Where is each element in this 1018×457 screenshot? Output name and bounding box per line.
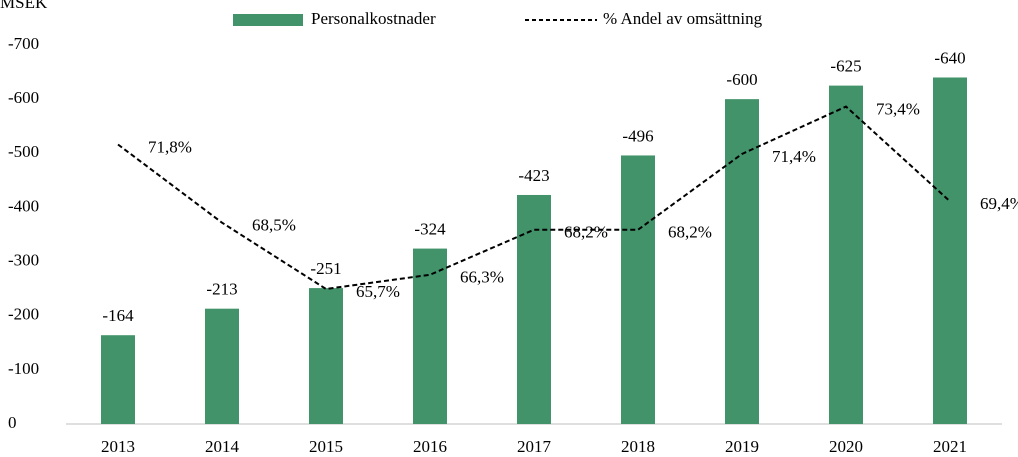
line-value-label: 66,3% <box>460 268 504 287</box>
bar-value-label: -164 <box>102 306 134 325</box>
line-value-label: 68,2% <box>564 223 608 242</box>
x-tick-label: 2013 <box>101 437 135 456</box>
y-tick-label: -700 <box>8 34 39 53</box>
x-tick-label: 2016 <box>413 437 447 456</box>
bar <box>205 308 239 424</box>
legend-swatch <box>233 14 303 26</box>
y-tick-label: -500 <box>8 142 39 161</box>
x-tick-label: 2017 <box>517 437 552 456</box>
y-tick-label: -100 <box>8 359 39 378</box>
bar-value-label: -324 <box>414 219 446 238</box>
bar <box>309 288 343 424</box>
y-tick-label: -300 <box>8 250 39 269</box>
line-value-label: 68,5% <box>252 216 296 235</box>
bar-value-label: -423 <box>518 166 549 185</box>
bar <box>829 85 863 424</box>
y-tick-label: -400 <box>8 196 39 215</box>
y-axis-label: MSEK <box>0 0 48 12</box>
bar <box>621 155 655 425</box>
x-tick-label: 2020 <box>829 437 863 456</box>
line-value-label: 71,4% <box>772 147 816 166</box>
x-tick-label: 2019 <box>725 437 759 456</box>
bar <box>517 194 551 424</box>
line-value-label: 68,2% <box>668 223 712 242</box>
legend-label: % Andel av omsättning <box>603 9 763 28</box>
y-tick-label: -200 <box>8 305 39 324</box>
bar-value-label: -640 <box>934 48 965 67</box>
bar-value-label: -600 <box>726 70 757 89</box>
bar-value-label: -213 <box>206 280 237 299</box>
bar-value-label: -251 <box>310 259 341 278</box>
x-tick-label: 2018 <box>621 437 655 456</box>
line <box>117 105 951 291</box>
bar <box>413 248 447 424</box>
bar <box>101 335 135 424</box>
x-tick-label: 2014 <box>205 437 240 456</box>
bar <box>725 99 759 425</box>
line-value-label: 69,4% <box>980 194 1018 213</box>
x-tick-label: 2021 <box>933 437 967 456</box>
line-value-label: 71,8% <box>148 137 192 156</box>
line-value-label: 73,4% <box>876 99 920 118</box>
y-tick-label: 0 <box>8 413 17 432</box>
bar-value-label: -496 <box>622 126 653 145</box>
bar <box>933 77 967 424</box>
x-tick-label: 2015 <box>309 437 343 456</box>
bar-value-label: -625 <box>830 57 861 76</box>
legend-label: Personalkostnader <box>311 9 436 28</box>
y-tick-label: -600 <box>8 88 39 107</box>
line-value-label: 65,7% <box>356 282 400 301</box>
